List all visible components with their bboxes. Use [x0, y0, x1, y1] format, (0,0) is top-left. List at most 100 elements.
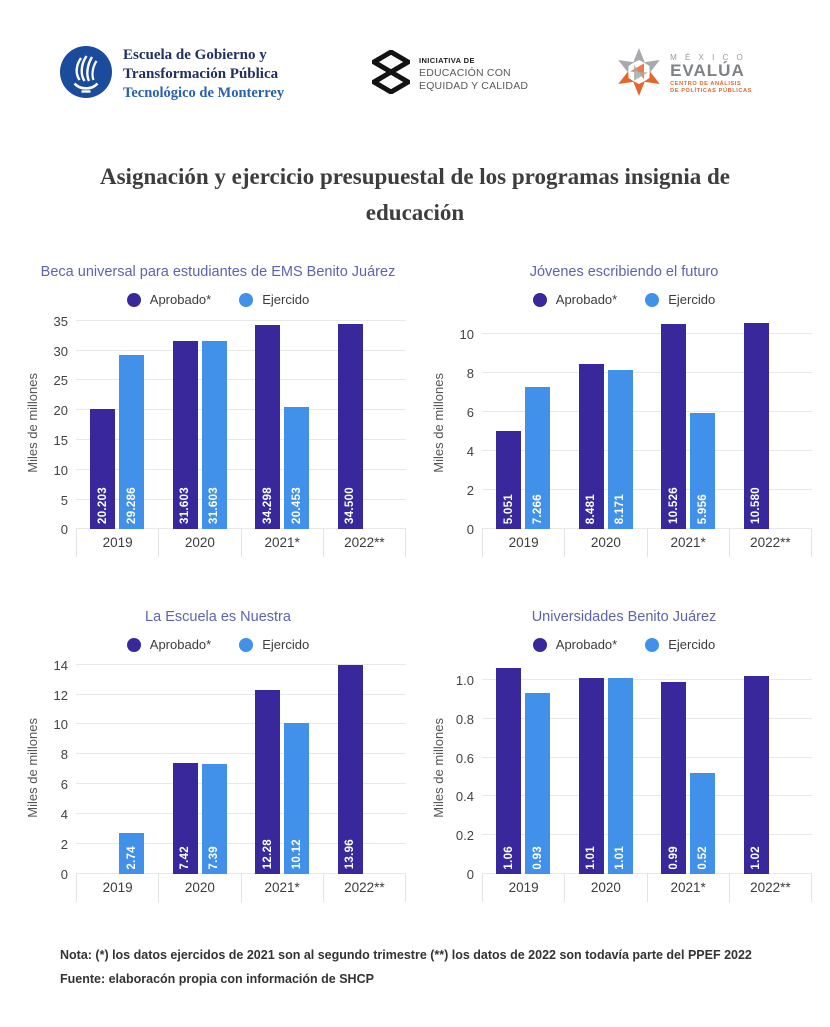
legend-item-aprobado: Aprobado* — [532, 637, 618, 653]
y-tick-label: 1.0 — [455, 672, 474, 688]
chart-title: Beca universal para estudiantes de EMS B… — [40, 264, 396, 281]
legend: Aprobado* Ejercido — [428, 637, 820, 652]
legend-item-ejercido: Ejercido — [645, 637, 715, 652]
bar-aprobado: 34.298 — [255, 325, 281, 530]
y-tick-label: 2 — [60, 837, 68, 853]
legend-label: Aprobado* — [555, 637, 618, 653]
y-tick-label: 30 — [53, 343, 68, 359]
y-tick-label: 35 — [53, 313, 68, 329]
x-axis-label: 2020 — [564, 529, 646, 558]
y-axis-title: Miles de millones — [430, 373, 446, 474]
y-tick-label: 5 — [60, 492, 68, 508]
gridline — [76, 319, 406, 321]
y-tick-label: 0 — [60, 867, 68, 883]
gridline — [76, 498, 406, 500]
bar-slot: 0.52 — [690, 662, 716, 875]
x-axis: 2019 2020 2021* 2022** — [76, 529, 406, 558]
bar-ejercido: 31.603 — [201, 341, 227, 530]
bar-value-label: 5.956 — [690, 494, 715, 524]
bar-ejercido: 7.266 — [525, 387, 551, 530]
y-tick-column: 0 2 4 6 8 10 12 14 — [42, 658, 76, 883]
legend-label: Ejercido — [668, 292, 716, 308]
bar-aprobado: 20.203 — [90, 408, 116, 530]
bar-value-label: 1.01 — [579, 846, 604, 870]
footer-source: Fuente: elaboracón propia con informació… — [60, 972, 374, 987]
aprobado-dot-icon — [126, 637, 141, 652]
legend-item-ejercido: Ejercido — [239, 637, 309, 652]
y-tick-label: 10 — [53, 717, 68, 733]
y-tick-label: 0.4 — [455, 789, 474, 805]
bar-value-text: 8.481 — [585, 494, 598, 525]
bar-slot: 12.28 — [255, 662, 281, 875]
gridline — [76, 813, 406, 815]
bar-groups: 5.051 7.266 8.481 8.171 10.526 5.956 10.580 — [482, 317, 813, 530]
eec-line3: EQUIDAD Y CALIDAD — [418, 80, 529, 92]
bar-ejercido: 5.956 — [690, 412, 716, 530]
bar-slot: 1.06 — [496, 662, 522, 875]
evalua-line4: DE POLÍTICAS PÚBLICAS — [670, 88, 752, 95]
y-tick-label: 0 — [466, 867, 474, 883]
bar-aprobado: 7.42 — [172, 763, 198, 875]
logo-tec-monterrey: Escuela de Gobierno y Transformación Púb… — [60, 46, 284, 103]
x-axis-label: 2021* — [646, 874, 729, 903]
y-axis-title-col: Miles de millones — [428, 317, 448, 529]
bar-slot: 34.298 — [255, 317, 281, 530]
bar-value-label: 8.171 — [608, 494, 633, 524]
gridline — [76, 843, 406, 845]
bar-group: 5.051 7.266 — [482, 317, 565, 530]
y-tick-label: 0 — [466, 522, 474, 538]
gridline — [482, 834, 812, 836]
gridline — [76, 438, 406, 440]
gridline — [482, 717, 812, 719]
eec-line1: INICIATIVA DE — [418, 55, 475, 65]
page-title: Asignación y ejercicio presupuestal de l… — [100, 164, 730, 225]
x-axis-label: 2022** — [728, 874, 812, 903]
bar-value-text: 0.99 — [667, 845, 680, 870]
bar-slot — [367, 662, 392, 874]
bar-value-label: 7.39 — [202, 846, 227, 870]
gridline — [482, 756, 812, 758]
chart-title: Jóvenes escribiendo el futuro — [529, 264, 719, 281]
bar-group: 10.526 5.956 — [647, 317, 730, 530]
y-tick-label: 8 — [60, 747, 68, 763]
y-tick-label: 6 — [466, 405, 474, 421]
bar-value-text: 10.12 — [290, 839, 303, 870]
bar-value-text: 7.42 — [179, 845, 192, 870]
bar-value-text: 7.266 — [531, 494, 544, 525]
bar-aprobado: 0.99 — [661, 681, 687, 875]
legend-item-ejercido: Ejercido — [239, 292, 309, 307]
legend-item-aprobado: Aprobado* — [126, 637, 212, 653]
bar-value-label: 1.02 — [744, 846, 769, 870]
gridline — [76, 663, 406, 665]
mexico-evalua-star-icon — [616, 47, 662, 102]
bar-value-label: 31.603 — [202, 487, 227, 524]
y-axis-title-col: Miles de millones — [22, 662, 42, 874]
bar-value-text: 12.28 — [261, 839, 274, 870]
bar-value-text: 0.93 — [531, 845, 544, 870]
x-axis-label: 2020 — [158, 529, 240, 558]
bar-value-label: 0.52 — [690, 846, 715, 870]
legend-label: Ejercido — [262, 637, 310, 653]
gridline — [76, 528, 406, 530]
legend-label: Aprobado* — [149, 637, 212, 653]
gridline — [76, 379, 406, 381]
bar-value-label: 31.603 — [173, 487, 198, 524]
ejercido-dot-icon — [645, 292, 660, 307]
bar-aprobado: 5.051 — [496, 430, 522, 530]
bar-slot: 34.500 — [337, 317, 363, 530]
bar-ejercido: 7.39 — [201, 763, 227, 875]
legend-label: Ejercido — [668, 637, 716, 653]
bar-group: 31.603 31.603 — [159, 317, 242, 530]
chart-escuela-es-nuestra: La Escuela es Nuestra Aprobado* Ejercido… — [22, 609, 414, 903]
bar-aprobado: 1.06 — [496, 668, 522, 875]
y-tick-column: 0 5 10 15 20 25 30 35 — [42, 313, 76, 537]
bar-group: 10.580 — [730, 317, 813, 530]
x-axis: 2019 2020 2021* 2022** — [482, 529, 812, 558]
plot-row: Miles de millones 0 5 10 15 20 25 30 35 20.203 2… — [22, 313, 414, 537]
y-tick-label: 20 — [53, 403, 68, 419]
footer: Nota: (*) los datos ejercidos de 2021 so… — [0, 902, 830, 992]
bar-value-text: 8.171 — [614, 494, 627, 525]
bar-value-label: 5.051 — [496, 494, 521, 524]
y-tick-column: 0 2 4 6 8 10 — [448, 317, 482, 537]
legend: Aprobado* Ejercido — [22, 292, 414, 307]
